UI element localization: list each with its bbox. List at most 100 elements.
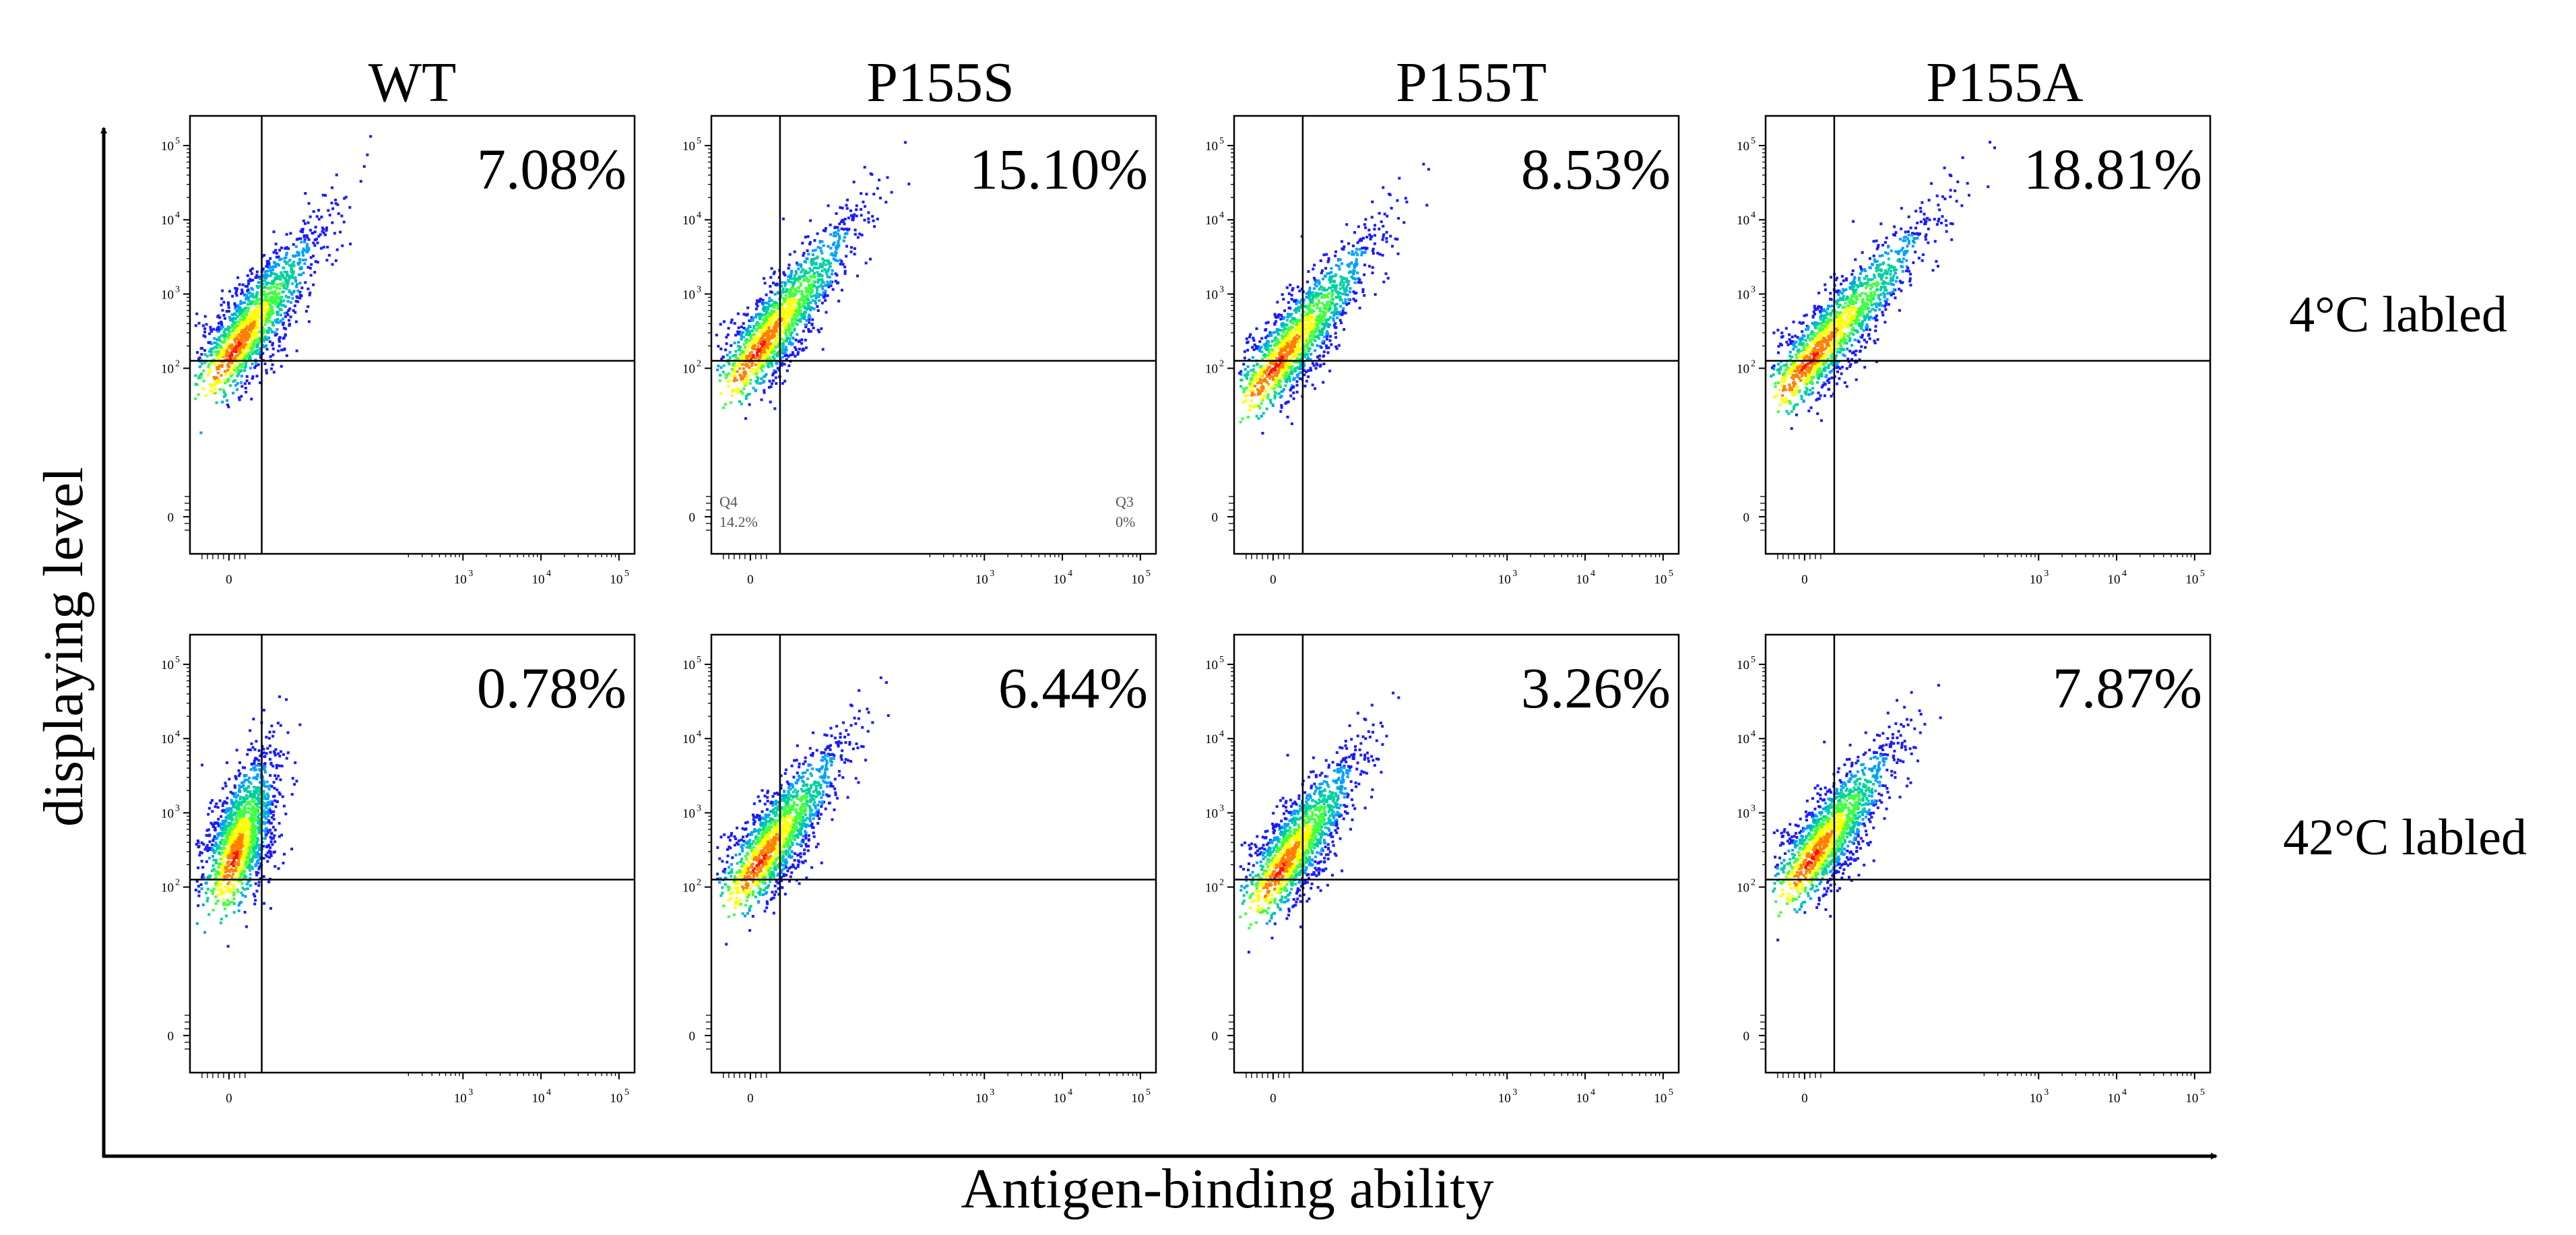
event-dot — [798, 303, 801, 307]
event-dot — [1291, 372, 1294, 375]
event-dot — [721, 355, 725, 358]
event-dot — [770, 362, 773, 366]
event-dot — [1800, 394, 1803, 398]
event-dot — [1288, 352, 1291, 355]
event-dot — [808, 241, 812, 244]
event-dot — [728, 362, 731, 366]
event-dot — [214, 377, 217, 381]
event-dot — [309, 215, 312, 218]
event-dot — [1784, 396, 1788, 400]
event-dot — [878, 179, 881, 182]
event-dot — [228, 342, 231, 346]
event-dot — [1282, 298, 1285, 301]
event-dot — [1961, 156, 1964, 160]
event-dot — [1807, 362, 1810, 365]
event-dot — [238, 344, 241, 347]
event-dot — [263, 345, 266, 348]
event-dot — [1264, 372, 1267, 375]
event-dot — [1867, 333, 1871, 336]
event-dot — [770, 267, 773, 270]
event-dot — [845, 207, 849, 210]
event-dot — [767, 305, 771, 308]
x-tick-exponent: 4 — [546, 569, 551, 579]
event-dot — [1290, 342, 1293, 345]
event-dot — [242, 318, 245, 321]
event-dot — [1893, 225, 1896, 228]
event-dot — [1308, 294, 1312, 297]
event-dot — [796, 333, 799, 336]
event-dot — [1330, 311, 1334, 315]
event-dot — [771, 373, 775, 377]
event-dot — [790, 270, 794, 274]
event-dot — [800, 265, 803, 268]
event-dot — [1355, 262, 1358, 265]
event-dot — [247, 296, 251, 299]
event-dot — [766, 336, 769, 339]
event-dot — [1242, 401, 1245, 404]
event-dot — [232, 380, 235, 383]
event-dot — [1373, 228, 1376, 231]
event-dot — [762, 375, 765, 379]
event-dot — [1266, 381, 1269, 384]
event-dot — [1294, 311, 1297, 314]
event-dot — [775, 282, 779, 286]
event-dot — [217, 328, 220, 331]
y-tick-exponent: 2 — [697, 359, 701, 369]
event-dot — [237, 338, 240, 341]
event-dot — [251, 352, 255, 356]
event-dot — [1378, 212, 1381, 215]
event-dot — [796, 314, 800, 317]
event-dot — [770, 298, 773, 302]
event-dot — [245, 375, 249, 378]
event-dot — [1313, 387, 1316, 390]
event-dot — [249, 354, 252, 358]
event-dot — [1845, 385, 1848, 388]
event-dot — [240, 334, 243, 337]
event-dot — [321, 226, 324, 230]
event-dot — [1295, 321, 1299, 325]
event-dot — [788, 253, 792, 256]
event-dot — [284, 305, 287, 308]
event-dot — [748, 339, 751, 342]
event-dot — [228, 326, 232, 329]
event-dot — [794, 338, 798, 342]
event-dot — [1327, 292, 1330, 295]
event-dot — [748, 392, 751, 395]
event-dot — [1365, 235, 1369, 239]
event-dot — [1315, 280, 1318, 284]
event-dot — [790, 280, 793, 284]
event-dot — [1255, 347, 1258, 350]
event-dot — [1330, 301, 1334, 305]
event-dot — [216, 315, 220, 319]
event-dot — [738, 330, 742, 334]
event-dot — [229, 344, 232, 348]
event-dot — [223, 370, 226, 373]
event-dot — [1772, 395, 1776, 399]
event-dot — [1263, 353, 1266, 356]
event-dot — [1328, 280, 1332, 284]
event-dot — [830, 272, 833, 276]
event-dot — [826, 283, 829, 286]
event-dot — [257, 341, 260, 344]
event-dot — [833, 231, 836, 234]
event-dot — [812, 326, 815, 329]
event-dot — [1989, 141, 1992, 144]
event-dot — [800, 338, 804, 342]
event-dot — [737, 361, 740, 365]
event-dot — [294, 320, 298, 323]
event-dot — [240, 288, 244, 292]
event-dot — [787, 337, 790, 340]
event-dot — [236, 336, 239, 339]
event-dot — [1317, 325, 1320, 329]
event-dot — [225, 335, 228, 338]
event-dot — [1385, 240, 1388, 243]
event-dot — [806, 249, 809, 253]
event-dot — [796, 309, 799, 313]
event-dot — [1370, 216, 1374, 219]
event-dot — [234, 358, 237, 361]
event-dot — [799, 284, 802, 288]
event-dot — [271, 342, 274, 345]
event-dot — [1874, 325, 1877, 328]
plot-frame — [189, 115, 636, 555]
event-dot — [265, 262, 269, 265]
